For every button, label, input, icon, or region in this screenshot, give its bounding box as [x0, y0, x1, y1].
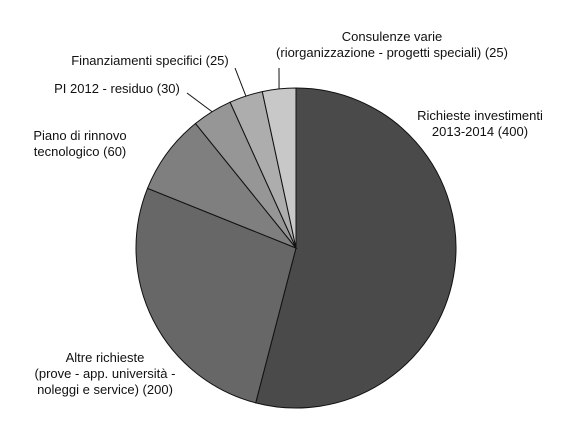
slice-label-5: Consulenze varie (riorganizzazione - prog…	[276, 29, 508, 60]
slice-label-line: 2013-2014 (400)	[432, 124, 528, 139]
slice-label-2: Piano di rinnovo tecnologico (60)	[33, 128, 126, 159]
slice-label-line: (riorganizzazione - progetti speciali) (…	[276, 45, 508, 60]
slice-label-3: PI 2012 - residuo (30)	[54, 81, 180, 96]
slice-label-line: Consulenze varie	[342, 29, 442, 44]
leader-line-4	[234, 67, 247, 97]
slice-label-line: Finanziamenti specifici (25)	[71, 53, 229, 68]
slice-label-line: Richieste investimenti	[417, 108, 543, 123]
slice-label-line: tecnologico (60)	[34, 144, 127, 159]
pie-slice-0	[255, 87, 457, 409]
slice-label-0: Richieste investimenti 2013-2014 (400)	[417, 108, 543, 139]
leader-line-3	[186, 92, 213, 113]
slice-label-4: Finanziamenti specifici (25)	[71, 53, 229, 68]
slice-label-line: noleggi e service) (200)	[37, 382, 173, 397]
slice-label-line: Piano di rinnovo	[33, 128, 126, 143]
pie-slice-1	[135, 187, 297, 404]
slice-label-line: PI 2012 - residuo (30)	[54, 81, 180, 96]
slice-label-line: Altre richieste	[66, 350, 145, 365]
slice-label-line: (prove - app. università -	[35, 366, 176, 381]
slice-label-1: Altre richieste (prove - app. università …	[35, 350, 176, 397]
